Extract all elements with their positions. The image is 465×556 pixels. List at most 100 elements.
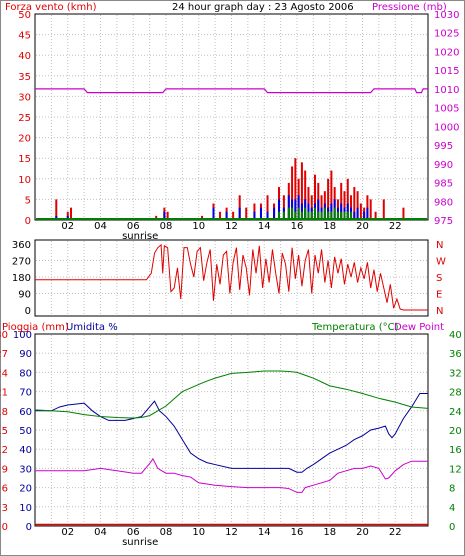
wind-low-bar bbox=[350, 211, 353, 220]
wind-speed-bar bbox=[212, 207, 215, 220]
x-tick-label: 04 bbox=[94, 221, 107, 232]
wind-speed-bar bbox=[253, 211, 256, 220]
pressure-y-tick: 1015 bbox=[434, 66, 459, 77]
x-tick-label: 06 bbox=[127, 527, 140, 538]
wind-y-tick: 0 bbox=[25, 216, 31, 227]
x-tick-label: 16 bbox=[291, 221, 304, 232]
x-tick-label: 08 bbox=[160, 221, 173, 232]
x-tick-label: 22 bbox=[389, 221, 402, 232]
rain-y-tick: 15 bbox=[0, 426, 8, 437]
wind-low-bar bbox=[346, 211, 349, 220]
wind-gust-bar bbox=[70, 207, 73, 220]
wind-speed-bar bbox=[163, 211, 166, 220]
x-tick-label: 02 bbox=[61, 527, 74, 538]
x-tick-label: 02 bbox=[61, 221, 74, 232]
humidity-y-tick: 90 bbox=[19, 349, 32, 360]
sunrise-label: sunrise bbox=[122, 537, 158, 548]
pressure-y-tick: 1000 bbox=[434, 122, 459, 133]
humidity-y-tick: 10 bbox=[19, 503, 32, 514]
direction-y-tick: 0 bbox=[25, 306, 31, 317]
dew-point-line bbox=[35, 457, 428, 493]
rain-y-tick: 18 bbox=[0, 407, 8, 418]
x-tick-label: 10 bbox=[192, 527, 205, 538]
wind-gust-bar bbox=[353, 187, 356, 220]
compass-tick: S bbox=[436, 273, 442, 284]
rain-y-tick: 30 bbox=[0, 330, 8, 341]
wind-gust-bar bbox=[402, 207, 405, 220]
compass-tick: E bbox=[436, 290, 442, 301]
wind-direction-line bbox=[35, 243, 428, 311]
wind-low-bar bbox=[300, 211, 303, 220]
x-tick-label: 22 bbox=[389, 527, 402, 538]
temperature-y-tick: 8 bbox=[449, 484, 455, 495]
temperature-y-tick: 24 bbox=[449, 407, 462, 418]
wind-gust-bar bbox=[374, 211, 377, 220]
wind-low-bar bbox=[333, 207, 336, 220]
temperature-y-tick: 0 bbox=[449, 522, 455, 533]
wind-gust-bar bbox=[327, 178, 330, 220]
wind-gust-bar bbox=[314, 174, 317, 220]
wind-low-bar bbox=[304, 207, 307, 220]
wind-gust-bar bbox=[155, 215, 158, 220]
wind-speed-bar bbox=[366, 207, 369, 220]
wind-low-bar bbox=[307, 211, 310, 220]
wind-y-tick: 20 bbox=[18, 134, 31, 145]
wind-y-tick: 25 bbox=[18, 113, 31, 124]
wind-low-bar bbox=[317, 211, 320, 220]
humidity-y-tick: 80 bbox=[19, 368, 32, 379]
compass-tick: W bbox=[436, 257, 446, 268]
wind-low-bar bbox=[340, 211, 343, 220]
wind-gust-bar bbox=[369, 199, 372, 220]
direction-y-tick: 90 bbox=[18, 290, 31, 301]
humidity-y-tick: 50 bbox=[19, 426, 32, 437]
wind-speed-bar bbox=[277, 199, 280, 220]
data-layer bbox=[34, 88, 429, 526]
pressure-y-tick: 990 bbox=[434, 160, 453, 171]
x-tick-label: 18 bbox=[323, 221, 336, 232]
wind-speed-bar bbox=[66, 215, 69, 220]
wind-y-tick: 30 bbox=[18, 92, 31, 103]
pressure-y-tick: 1020 bbox=[434, 47, 459, 58]
compass-tick: N bbox=[436, 306, 443, 317]
humidity-y-tick: 20 bbox=[19, 484, 32, 495]
wind-gust-bar bbox=[307, 187, 310, 220]
x-tick-label: 04 bbox=[94, 527, 107, 538]
wind-y-tick: 50 bbox=[18, 10, 31, 21]
x-tick-label: 20 bbox=[356, 527, 369, 538]
x-tick-label: 16 bbox=[291, 527, 304, 538]
x-tick-label: 18 bbox=[323, 527, 336, 538]
x-tick-label: 20 bbox=[356, 221, 369, 232]
pressure-y-tick: 980 bbox=[434, 197, 453, 208]
wind-speed-bar bbox=[317, 199, 320, 220]
temperature-axis-title: Temperatura (°C) bbox=[311, 322, 399, 333]
direction-y-tick: 360 bbox=[12, 240, 31, 251]
wind-low-bar bbox=[277, 211, 280, 220]
wind-gust-bar bbox=[291, 166, 294, 220]
direction-y-tick: 270 bbox=[12, 257, 31, 268]
wind-low-bar bbox=[291, 207, 294, 220]
wind-low-bar bbox=[287, 207, 290, 220]
temperature-y-tick: 4 bbox=[449, 503, 455, 514]
humidity-y-tick: 60 bbox=[19, 407, 32, 418]
wind-low-bar bbox=[336, 211, 339, 220]
pressure-y-tick: 975 bbox=[434, 216, 453, 227]
wind-speed-bar bbox=[294, 199, 297, 220]
wind-low-bar bbox=[327, 211, 330, 220]
humidity-line bbox=[35, 393, 428, 473]
wind-y-tick: 40 bbox=[18, 51, 31, 62]
dewpoint-axis-title: Dew Point bbox=[394, 322, 444, 333]
x-tick-label: 06 bbox=[127, 221, 140, 232]
temperature-y-tick: 32 bbox=[449, 368, 462, 379]
pressure-y-tick: 1010 bbox=[434, 85, 459, 96]
wind-y-tick: 15 bbox=[18, 154, 31, 165]
wind-gust-bar bbox=[346, 178, 349, 220]
bottom-panel-frame bbox=[34, 333, 429, 527]
wind-low-bar bbox=[343, 211, 346, 220]
rain-y-tick: 21 bbox=[0, 388, 8, 399]
wind-speed-bar bbox=[363, 211, 366, 220]
wind-low-bar bbox=[323, 207, 326, 220]
wind-gust-bar bbox=[55, 199, 58, 220]
wind-gust-bar bbox=[304, 170, 307, 220]
temperature-y-tick: 36 bbox=[449, 349, 462, 360]
wind-speed-bar bbox=[273, 207, 276, 220]
